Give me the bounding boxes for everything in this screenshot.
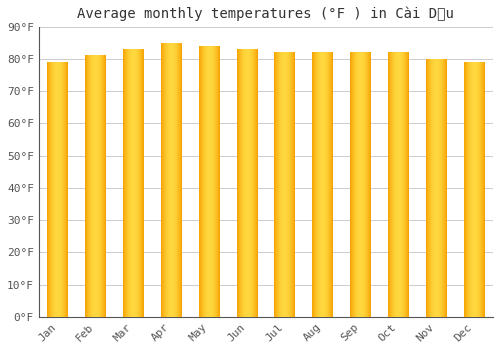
Title: Average monthly temperatures (°F ) in Cài Dầu: Average monthly temperatures (°F ) in Cà… [78,7,454,21]
